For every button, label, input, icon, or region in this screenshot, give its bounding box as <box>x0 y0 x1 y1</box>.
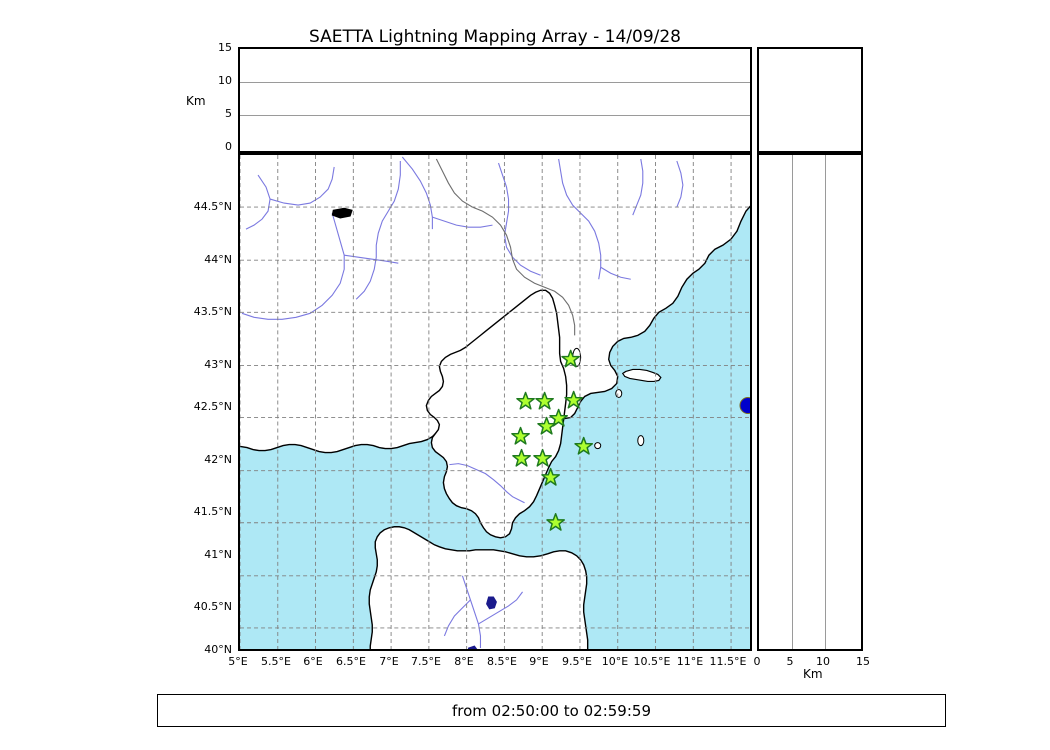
corner-panel <box>757 47 863 153</box>
river-corsica-golo <box>449 463 525 504</box>
gridline-alt-10 <box>240 82 750 83</box>
island-pianosa <box>637 435 645 447</box>
map-plan-view-panel[interactable] <box>238 153 752 651</box>
right-xtick-0: 0 <box>753 655 761 668</box>
map-xtick-8: 8°E <box>454 655 474 668</box>
map-xtick-10.5: 10.5°E <box>633 655 671 668</box>
river-10 <box>600 266 631 280</box>
page-title: SAETTA Lightning Mapping Array - 14/09/2… <box>309 27 681 47</box>
coastline-elba <box>621 368 662 383</box>
altitude-latitude-panel <box>757 153 863 651</box>
gridline-alt-5 <box>240 115 750 116</box>
right-xtick-5: 5 <box>786 655 794 668</box>
river-6 <box>401 156 433 230</box>
map-xtick-7.5: 7.5°E <box>411 655 441 668</box>
lake-sardinia-1 <box>486 596 497 610</box>
river-12 <box>676 160 684 208</box>
coastline-sardinia <box>368 526 589 649</box>
map-xtick-10: 10°E <box>601 655 629 668</box>
map-xtick-5: 5°E <box>228 655 248 668</box>
borders-group <box>435 158 576 336</box>
altitude-longitude-panel <box>238 47 752 153</box>
time-range-status-bar: from 02:50:00 to 02:59:59 <box>157 694 946 727</box>
river-9 <box>558 158 602 280</box>
top-ytick-5: 5 <box>225 107 232 120</box>
map-ytick-44: 44°N <box>204 253 232 266</box>
river-3 <box>241 212 345 320</box>
time-range-label: from 02:50:00 to 02:59:59 <box>451 701 651 720</box>
island-capraia <box>615 388 623 398</box>
map-ytick-40: 40°N <box>204 643 232 656</box>
map-ytick-43.5: 43.5°N <box>193 305 232 318</box>
map-graphic <box>240 155 750 649</box>
top-ytick-15: 15 <box>218 41 232 54</box>
river-sardinia-1 <box>461 575 482 648</box>
map-xtick-9.5: 9.5°E <box>562 655 592 668</box>
river-7 <box>432 216 493 228</box>
river-sardinia-2 <box>443 599 471 637</box>
map-ytick-41: 41°N <box>204 548 232 561</box>
map-xtick-5.5: 5.5°E <box>261 655 291 668</box>
map-xtick-11: 11°E <box>676 655 704 668</box>
map-xtick-11.5: 11.5°E <box>709 655 747 668</box>
map-xtick-7: 7°E <box>379 655 399 668</box>
map-ytick-44.5: 44.5°N <box>193 200 232 213</box>
landmass-group <box>240 155 750 649</box>
right-xtick-10: 10 <box>816 655 830 668</box>
map-xtick-6: 6°E <box>303 655 323 668</box>
rivers-group <box>241 156 684 648</box>
lake-sardinia-2 <box>468 645 478 649</box>
river-sardinia-3 <box>478 591 523 625</box>
lake-geneva <box>331 207 353 219</box>
gridline-km-10 <box>825 155 826 649</box>
map-xtick-8.5: 8.5°E <box>487 655 517 668</box>
river-5 <box>355 161 401 300</box>
top-ytick-0: 0 <box>225 140 232 153</box>
gridline-km-5 <box>792 155 793 649</box>
map-xtick-9: 9°E <box>529 655 549 668</box>
map-xtick-6.5: 6.5°E <box>336 655 366 668</box>
map-ytick-40.5: 40.5°N <box>193 600 232 613</box>
map-ytick-41.5: 41.5°N <box>193 505 232 518</box>
river-1 <box>245 174 271 230</box>
right-panel-axis-label: Km <box>803 667 823 681</box>
map-ytick-42.5: 42.5°N <box>193 400 232 413</box>
gridlines-group <box>240 155 750 649</box>
top-panel-axis-label: Km <box>186 94 206 108</box>
top-ytick-10: 10 <box>218 74 232 87</box>
right-xtick-15: 15 <box>856 655 870 668</box>
map-ytick-42: 42°N <box>204 453 232 466</box>
lightning-source-marker[interactable] <box>739 396 750 415</box>
border-fr-it <box>435 158 576 336</box>
map-ytick-43: 43°N <box>204 358 232 371</box>
island-montecristo <box>594 442 602 450</box>
river-8 <box>497 162 541 276</box>
